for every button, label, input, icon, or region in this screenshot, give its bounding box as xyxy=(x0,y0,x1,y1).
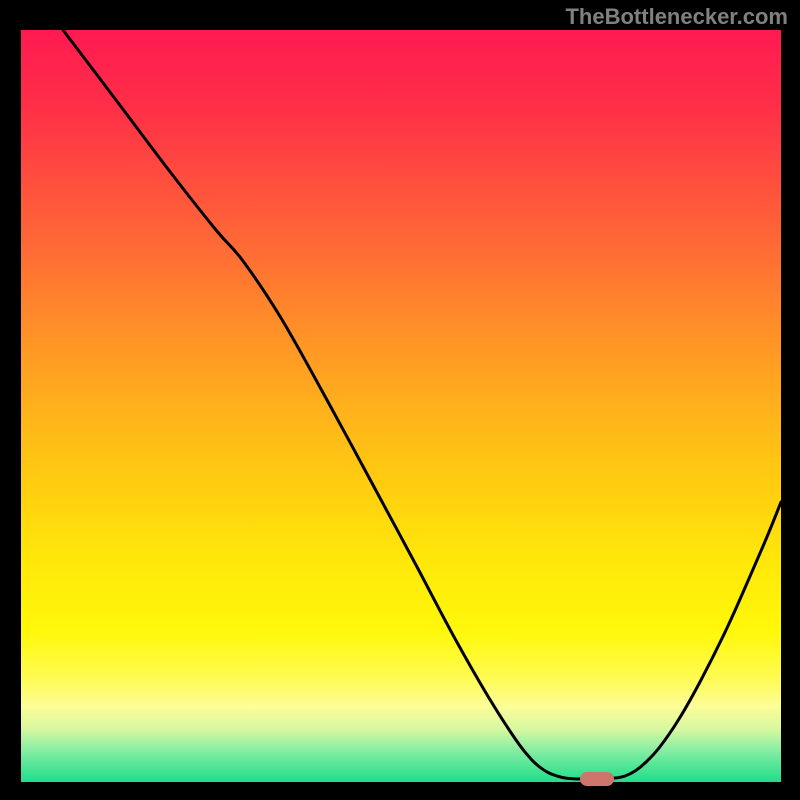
chart-container: TheBottlenecker.com xyxy=(0,0,800,800)
chart-svg xyxy=(21,30,781,782)
plot-area xyxy=(21,30,781,782)
watermark-text: TheBottlenecker.com xyxy=(565,4,788,30)
curve-line xyxy=(63,30,781,779)
gradient-background xyxy=(21,30,781,782)
optimum-marker xyxy=(580,772,614,786)
